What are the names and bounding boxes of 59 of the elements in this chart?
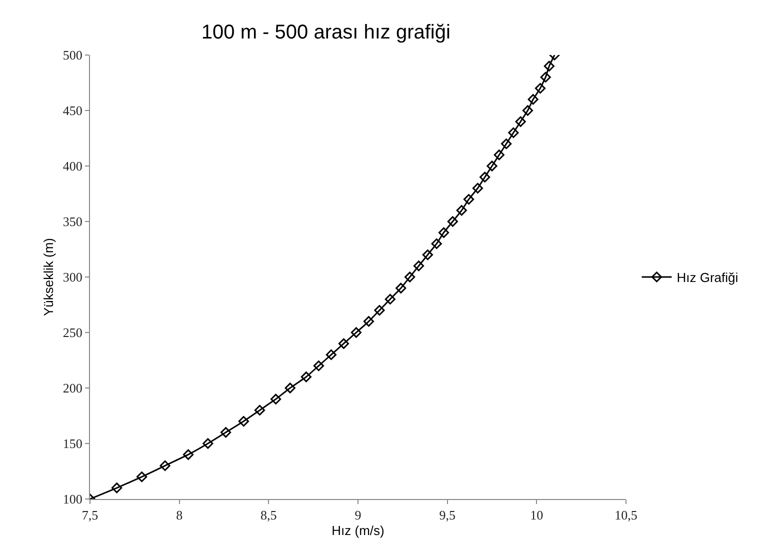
point (220, 427, 232, 438)
point (384, 294, 396, 304)
y-tick-label: 450 (62, 103, 82, 118)
y-tick-label: 250 (62, 325, 82, 340)
point (136, 472, 148, 482)
point (486, 160, 498, 172)
point (540, 72, 551, 82)
y-tick-label: 100 (62, 492, 82, 507)
point (313, 360, 324, 372)
point (338, 338, 350, 349)
point (431, 238, 442, 249)
point (500, 138, 512, 150)
point (522, 105, 534, 116)
y-tick-label: 500 (62, 48, 82, 63)
point (515, 116, 526, 127)
y-tick-label: 350 (62, 214, 82, 230)
point (544, 60, 554, 72)
x-tick-label: 9,5 (439, 508, 456, 523)
y-tick-label: 200 (62, 380, 82, 396)
point (528, 94, 538, 105)
x-tick-label: 8 (176, 508, 183, 523)
point (447, 216, 458, 227)
point (494, 150, 504, 160)
point (300, 372, 312, 382)
point (413, 260, 424, 272)
point (463, 194, 474, 205)
point (422, 250, 433, 260)
x-tick-label: 7,5 (82, 508, 98, 523)
point (202, 438, 214, 449)
point (363, 316, 374, 327)
point (480, 172, 490, 182)
point (534, 83, 546, 94)
x-tick-label: 8,5 (260, 508, 277, 523)
point (112, 482, 122, 494)
point (404, 272, 416, 282)
point (472, 182, 484, 194)
x-axis-title: Hız (m/s) (332, 523, 384, 538)
point (456, 205, 467, 216)
point (254, 404, 266, 416)
y-tick-label: 300 (62, 270, 82, 285)
x-tick-label: 10 (530, 508, 544, 523)
x-tick-label: 10,5 (614, 508, 638, 523)
point (508, 127, 519, 138)
point (350, 327, 362, 338)
point (396, 282, 406, 294)
point (270, 394, 282, 404)
y-tick-label: 400 (62, 158, 82, 174)
point (284, 382, 296, 394)
point (160, 460, 170, 471)
point (238, 416, 249, 427)
x-tick-label: 9 (354, 508, 362, 523)
point (438, 227, 450, 238)
point (182, 449, 194, 460)
y-axis-title: Yükseklik (m) (40, 238, 56, 316)
point (326, 349, 336, 360)
y-tick-label: 150 (62, 436, 82, 452)
point (374, 305, 385, 316)
legend-label: Hız Grafiği (676, 270, 738, 286)
chart-title: 100 m - 500 arası hız grafiği (201, 22, 450, 44)
